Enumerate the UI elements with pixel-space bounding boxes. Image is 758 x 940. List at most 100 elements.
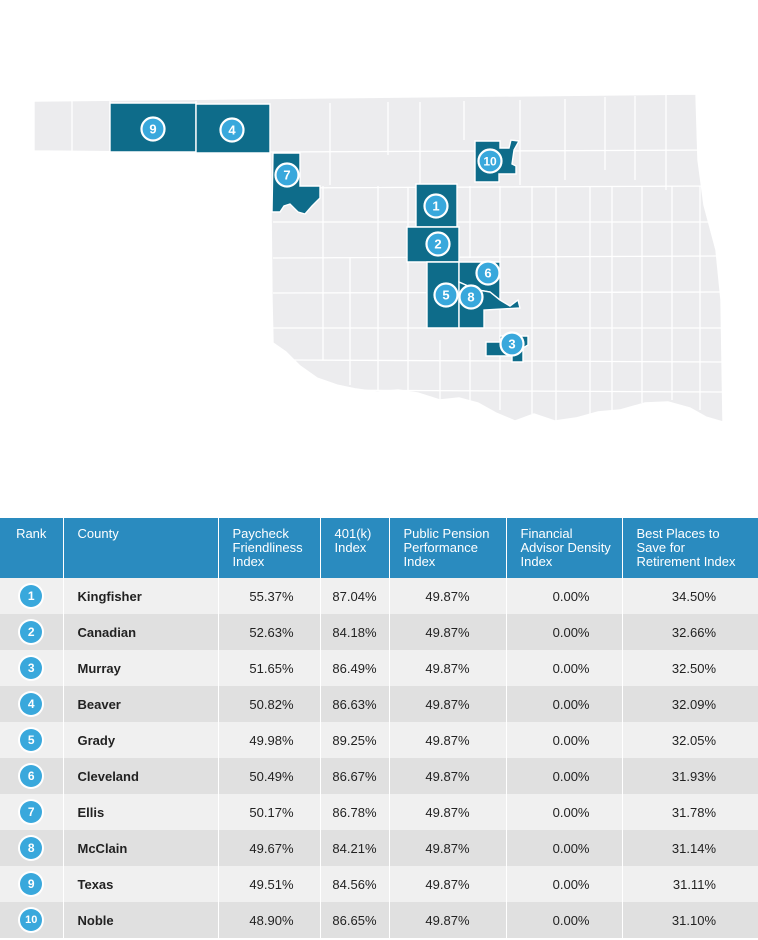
- best-places-value: 32.50%: [671, 660, 716, 676]
- rank-cell: 2: [0, 614, 64, 650]
- paycheck-value: 50.82%: [218, 686, 321, 722]
- header-best-places: Best Places to Save for Retirement Index: [636, 526, 736, 569]
- rank-badge: 5: [20, 729, 43, 751]
- k401-value: 86.63%: [320, 686, 390, 722]
- map-badge-6: 6: [475, 260, 501, 286]
- k401-value: 86.67%: [320, 758, 390, 794]
- county-name: Texas: [63, 866, 219, 902]
- map-badge-9: 9: [140, 116, 166, 142]
- map-svg: 9 4 7 10 1 2 6: [33, 93, 724, 423]
- k401-value: 87.04%: [320, 578, 390, 614]
- table-row: 8 McClain 49.67% 84.21% 49.87% 0.00% 31.…: [0, 830, 758, 866]
- table-row: 4 Beaver 50.82% 86.63% 49.87% 0.00% 32.0…: [0, 686, 758, 722]
- best-places-value: 31.93%: [671, 768, 716, 784]
- rank-cell: 8: [0, 830, 64, 866]
- svg-text:9: 9: [149, 122, 156, 137]
- rank-cell: 1: [0, 578, 64, 614]
- header-county: County: [63, 518, 219, 578]
- paycheck-value: 48.90%: [218, 902, 321, 938]
- rank-badge: 2: [20, 621, 43, 643]
- table-row: 5 Grady 49.98% 89.25% 49.87% 0.00% 32.05…: [0, 722, 758, 758]
- table-row: 9 Texas 49.51% 84.56% 49.87% 0.00% 31.11…: [0, 866, 758, 902]
- k401-value: 86.65%: [320, 902, 390, 938]
- best-places-value: 34.50%: [671, 588, 716, 604]
- pension-value: 49.87%: [389, 650, 507, 686]
- advisor-value: 0.00%: [506, 650, 623, 686]
- advisor-value: 0.00%: [506, 758, 623, 794]
- county-name: McClain: [63, 830, 219, 866]
- rankings-table: Rank County Paycheck Friendliness Index …: [0, 518, 758, 938]
- rank-badge: 6: [20, 765, 43, 787]
- best-places-value: 31.10%: [671, 912, 716, 928]
- rank-cell: 4: [0, 686, 64, 722]
- pension-value: 49.87%: [389, 866, 507, 902]
- advisor-value: 0.00%: [506, 722, 623, 758]
- rank-badge: 9: [20, 873, 43, 895]
- table-row: 6 Cleveland 50.49% 86.67% 49.87% 0.00% 3…: [0, 758, 758, 794]
- table-row: 3 Murray 51.65% 86.49% 49.87% 0.00% 32.5…: [0, 650, 758, 686]
- rank-cell: 3: [0, 650, 64, 686]
- k401-value: 84.56%: [320, 866, 390, 902]
- county-name: Canadian: [63, 614, 219, 650]
- pension-value: 49.87%: [389, 758, 507, 794]
- svg-text:8: 8: [467, 290, 474, 305]
- svg-text:4: 4: [228, 123, 236, 138]
- best-places-value: 31.11%: [672, 876, 716, 892]
- best-places-value: 31.14%: [671, 840, 716, 856]
- rank-cell: 9: [0, 866, 64, 902]
- paycheck-value: 49.67%: [218, 830, 321, 866]
- rank-badge: 3: [20, 657, 43, 679]
- advisor-value: 0.00%: [506, 902, 623, 938]
- paycheck-value: 50.17%: [218, 794, 321, 830]
- rank-cell: 7: [0, 794, 64, 830]
- best-places-value: 32.09%: [671, 696, 716, 712]
- rank-badge: 7: [20, 801, 43, 823]
- county-name: Murray: [63, 650, 219, 686]
- header-paycheck-friendliness: Paycheck Friendliness Index: [218, 518, 321, 578]
- map-badge-8: 8: [458, 284, 484, 310]
- paycheck-value: 49.51%: [218, 866, 321, 902]
- rank-badge: 4: [20, 693, 43, 715]
- county-name: Beaver: [63, 686, 219, 722]
- oklahoma-county-map: 9 4 7 10 1 2 6: [33, 93, 724, 423]
- advisor-value: 0.00%: [506, 686, 623, 722]
- paycheck-value: 50.49%: [218, 758, 321, 794]
- map-badge-1: 1: [423, 193, 449, 219]
- paycheck-value: 51.65%: [218, 650, 321, 686]
- rank-badge: 1: [20, 585, 43, 607]
- k401-value: 84.21%: [320, 830, 390, 866]
- paycheck-value: 52.63%: [218, 614, 321, 650]
- pension-value: 49.87%: [389, 902, 507, 938]
- rank-cell: 6: [0, 758, 64, 794]
- best-places-value: 32.05%: [671, 732, 716, 748]
- paycheck-value: 49.98%: [218, 722, 321, 758]
- table-row: 7 Ellis 50.17% 86.78% 49.87% 0.00% 31.78…: [0, 794, 758, 830]
- map-badge-10: 10: [477, 148, 503, 174]
- county-name: Ellis: [63, 794, 219, 830]
- map-badge-2: 2: [425, 231, 451, 257]
- advisor-value: 0.00%: [506, 794, 623, 830]
- svg-text:10: 10: [483, 155, 497, 169]
- k401-value: 86.49%: [320, 650, 390, 686]
- advisor-value: 0.00%: [506, 866, 623, 902]
- svg-text:6: 6: [484, 266, 491, 281]
- k401-value: 84.18%: [320, 614, 390, 650]
- best-places-value: 31.78%: [671, 804, 716, 820]
- advisor-value: 0.00%: [506, 614, 623, 650]
- county-name: Kingfisher: [63, 578, 219, 614]
- pension-value: 49.87%: [389, 794, 507, 830]
- rankings-table-container: Rank County Paycheck Friendliness Index …: [0, 518, 758, 940]
- rank-badge: 8: [20, 837, 43, 859]
- svg-text:5: 5: [442, 288, 449, 303]
- county-name: Grady: [63, 722, 219, 758]
- table-header-row: Rank County Paycheck Friendliness Index …: [0, 518, 758, 578]
- table-row: 2 Canadian 52.63% 84.18% 49.87% 0.00% 32…: [0, 614, 758, 650]
- pension-value: 49.87%: [389, 686, 507, 722]
- table-row: 1 Kingfisher 55.37% 87.04% 49.87% 0.00% …: [0, 578, 758, 614]
- pension-value: 49.87%: [389, 578, 507, 614]
- table-row: 10 Noble 48.90% 86.65% 49.87% 0.00% 31.1…: [0, 902, 758, 938]
- header-financial-advisor: Financial Advisor Density Index: [506, 518, 623, 578]
- advisor-value: 0.00%: [506, 578, 623, 614]
- rank-cell: 5: [0, 722, 64, 758]
- rank-badges: 9 4 7 10 1 2 6: [140, 116, 525, 357]
